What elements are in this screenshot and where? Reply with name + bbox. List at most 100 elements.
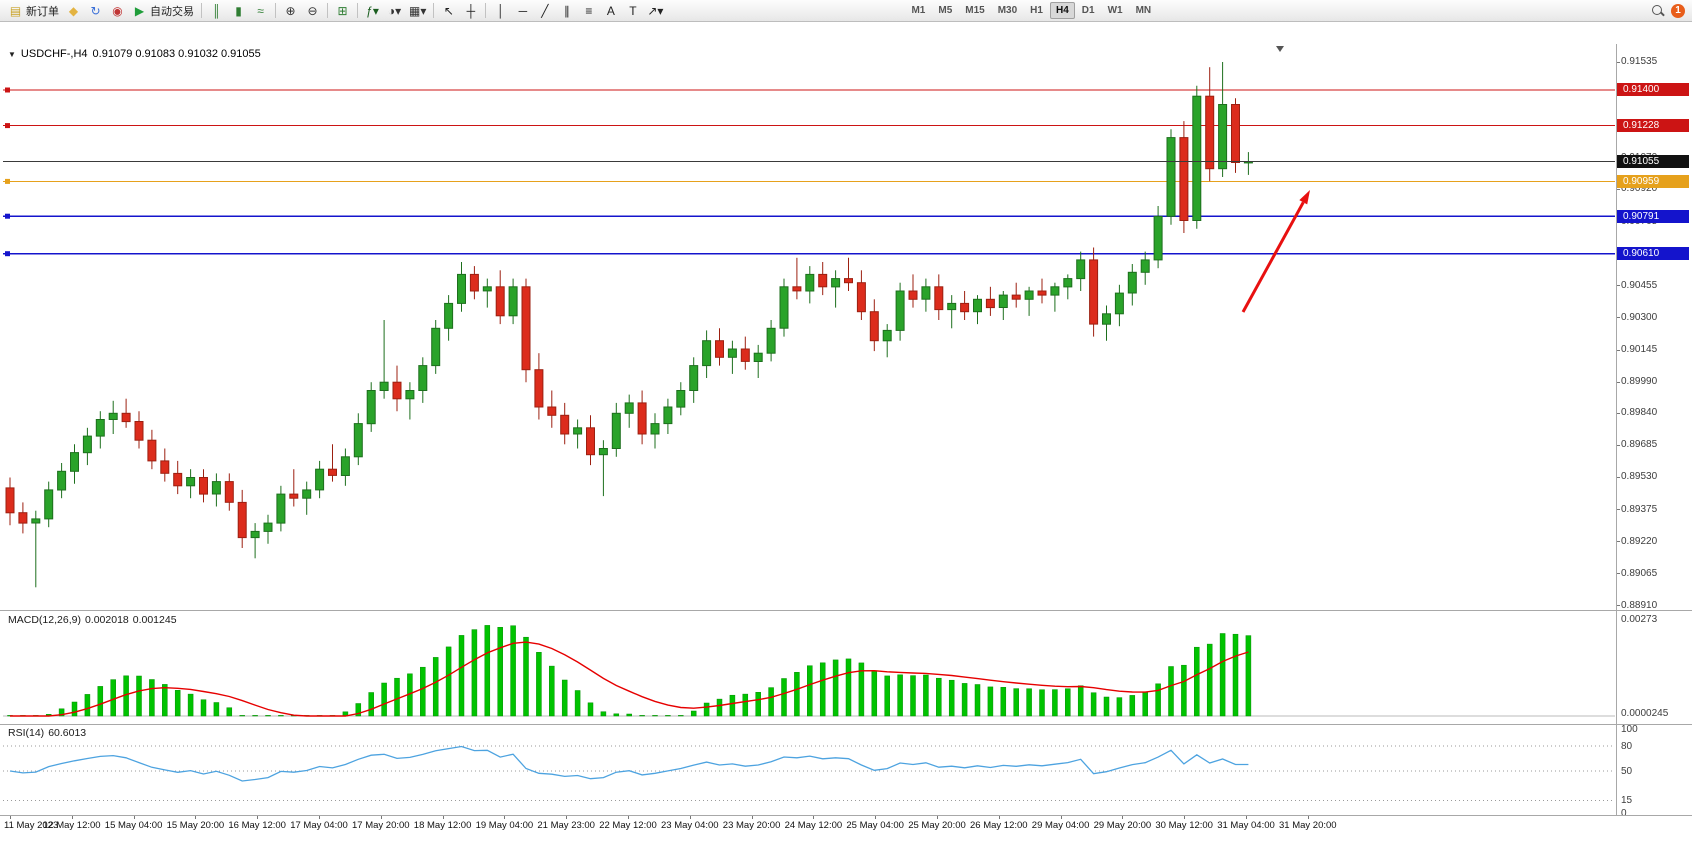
indicators-button[interactable]: ƒ▾ xyxy=(362,2,383,20)
timeframe-mn[interactable]: MN xyxy=(1135,5,1152,16)
periods-icon: ◑▾ xyxy=(387,3,402,18)
vertical-line-button[interactable]: │ xyxy=(490,2,511,20)
support-line-1-handle[interactable] xyxy=(5,213,10,219)
panel-splitter[interactable] xyxy=(0,610,1692,611)
pivot-line-handle[interactable] xyxy=(5,178,10,184)
time-axis-label: 29 May 04:00 xyxy=(1031,820,1090,831)
trendline-button[interactable]: ╱ xyxy=(534,2,555,20)
new-order-button[interactable]: ▤ 新订单 xyxy=(5,2,62,20)
new-order-button-label: 新订单 xyxy=(26,5,59,18)
candle xyxy=(1192,85,1202,229)
timeframe-m30[interactable]: M30 xyxy=(997,5,1018,16)
rsi-panel-plot[interactable] xyxy=(0,725,1616,815)
crosshair-button[interactable]: ┼ xyxy=(460,2,481,20)
notification-badge[interactable]: 1 xyxy=(1671,3,1685,18)
candle xyxy=(44,481,54,528)
macd-histogram-bar xyxy=(420,666,426,717)
timeframe-m1[interactable]: M1 xyxy=(911,5,926,16)
macd-histogram-bar xyxy=(703,702,710,717)
candle xyxy=(353,413,363,466)
candle xyxy=(1011,282,1021,308)
chart-window-button[interactable]: ◆ xyxy=(63,2,84,20)
line-chart-button[interactable]: ≈ xyxy=(250,2,271,20)
candle xyxy=(973,295,982,325)
candle xyxy=(495,270,505,325)
resistance-line-2-handle[interactable] xyxy=(5,123,10,129)
macd-signal-value: 0.001245 xyxy=(132,614,177,626)
timeframe-d1[interactable]: D1 xyxy=(1081,5,1095,16)
timeframe-m5[interactable]: M5 xyxy=(938,5,953,16)
bar-chart-button[interactable]: ║ xyxy=(206,2,227,20)
auto-trading-button[interactable]: ▶ 自动交易 xyxy=(129,2,197,20)
support-line-2-handle[interactable] xyxy=(5,251,10,257)
macd-histogram-bar xyxy=(252,715,258,717)
candle xyxy=(1050,282,1060,312)
candle xyxy=(818,262,828,296)
panel-splitter[interactable] xyxy=(0,724,1692,725)
auto-trading-button-label: 自动交易 xyxy=(150,5,194,18)
channel-button[interactable]: ∥ xyxy=(556,2,577,20)
macd-axis-min: 0.0000245 xyxy=(1621,708,1669,719)
text-label-button[interactable]: T xyxy=(622,2,643,20)
macd-panel-plot[interactable] xyxy=(0,612,1616,724)
timeframe-h4[interactable]: H4 xyxy=(1049,2,1075,19)
rsi-value: 60.6013 xyxy=(48,727,87,739)
horizontal-line-button[interactable]: ─ xyxy=(512,2,533,20)
refresh-button[interactable]: ↻ xyxy=(85,2,106,20)
timeframe-m15[interactable]: M15 xyxy=(965,5,985,16)
toolbar-separator xyxy=(327,3,328,18)
resistance-line-1-handle[interactable] xyxy=(5,87,10,93)
macd-histogram-bar xyxy=(974,684,981,717)
periods-button[interactable]: ◑▾ xyxy=(384,2,405,20)
macd-histogram-bar xyxy=(690,710,697,717)
candle xyxy=(831,270,841,308)
zoom-out-button[interactable]: ⊖ xyxy=(302,2,323,20)
templates-button[interactable]: ▦▾ xyxy=(406,2,429,20)
price-chart-plot[interactable] xyxy=(0,44,1616,610)
macd-histogram-bar xyxy=(1245,635,1252,717)
arrows-button[interactable]: ↗▾ xyxy=(644,2,666,20)
macd-histogram-bar xyxy=(1039,689,1045,717)
macd-histogram-bar xyxy=(768,687,774,717)
text-button[interactable]: A xyxy=(600,2,621,20)
time-axis-label: 17 May 04:00 xyxy=(290,820,348,831)
community-button[interactable]: ◉ xyxy=(107,2,128,20)
candle xyxy=(740,336,750,370)
time-axis-label: 15 May 04:00 xyxy=(104,820,163,831)
price-tick: 0.90920 xyxy=(1621,183,1658,195)
macd-histogram-bar xyxy=(858,662,865,717)
time-tick-mark xyxy=(751,816,753,819)
candlestick-chart-button[interactable]: ▮ xyxy=(228,2,249,20)
time-axis-label: 25 May 20:00 xyxy=(908,820,966,831)
time-tick-mark xyxy=(195,816,197,819)
zoom-in-icon: ⊕ xyxy=(285,3,296,18)
one-click-trading-toggle[interactable]: ▼ xyxy=(8,49,16,59)
time-axis-label: 16 May 12:00 xyxy=(228,820,286,831)
trend-arrow-annotation[interactable] xyxy=(1241,201,1305,313)
price-tick-mark xyxy=(1616,317,1620,319)
candle xyxy=(598,440,608,497)
candle xyxy=(547,390,557,428)
zoom-in-button[interactable]: ⊕ xyxy=(280,2,301,20)
macd-histogram-bar xyxy=(923,674,929,717)
toolbar-separator xyxy=(201,3,202,18)
timeframe-w1[interactable]: W1 xyxy=(1107,5,1123,16)
candle xyxy=(1127,264,1137,306)
candle xyxy=(1231,98,1240,173)
macd-histogram-bar xyxy=(961,683,968,717)
price-tick: 0.89220 xyxy=(1621,535,1658,547)
rsi-name: RSI(14) xyxy=(8,727,45,739)
timeframe-h1[interactable]: H1 xyxy=(1030,5,1043,16)
fibonacci-button[interactable]: ≡ xyxy=(578,2,599,20)
time-axis-label: 18 May 12:00 xyxy=(413,820,472,831)
search-icon[interactable] xyxy=(1651,4,1665,18)
candle xyxy=(753,344,763,378)
cursor-button[interactable]: ↖ xyxy=(438,2,459,20)
chart-shift-marker-icon[interactable] xyxy=(1276,46,1284,52)
time-tick-mark xyxy=(442,816,444,819)
price-tick-mark xyxy=(1616,444,1620,446)
time-tick-mark xyxy=(1246,816,1247,819)
candle xyxy=(1205,67,1215,182)
tile-windows-button[interactable]: ⊞ xyxy=(332,2,353,20)
time-tick-mark xyxy=(1122,816,1124,819)
